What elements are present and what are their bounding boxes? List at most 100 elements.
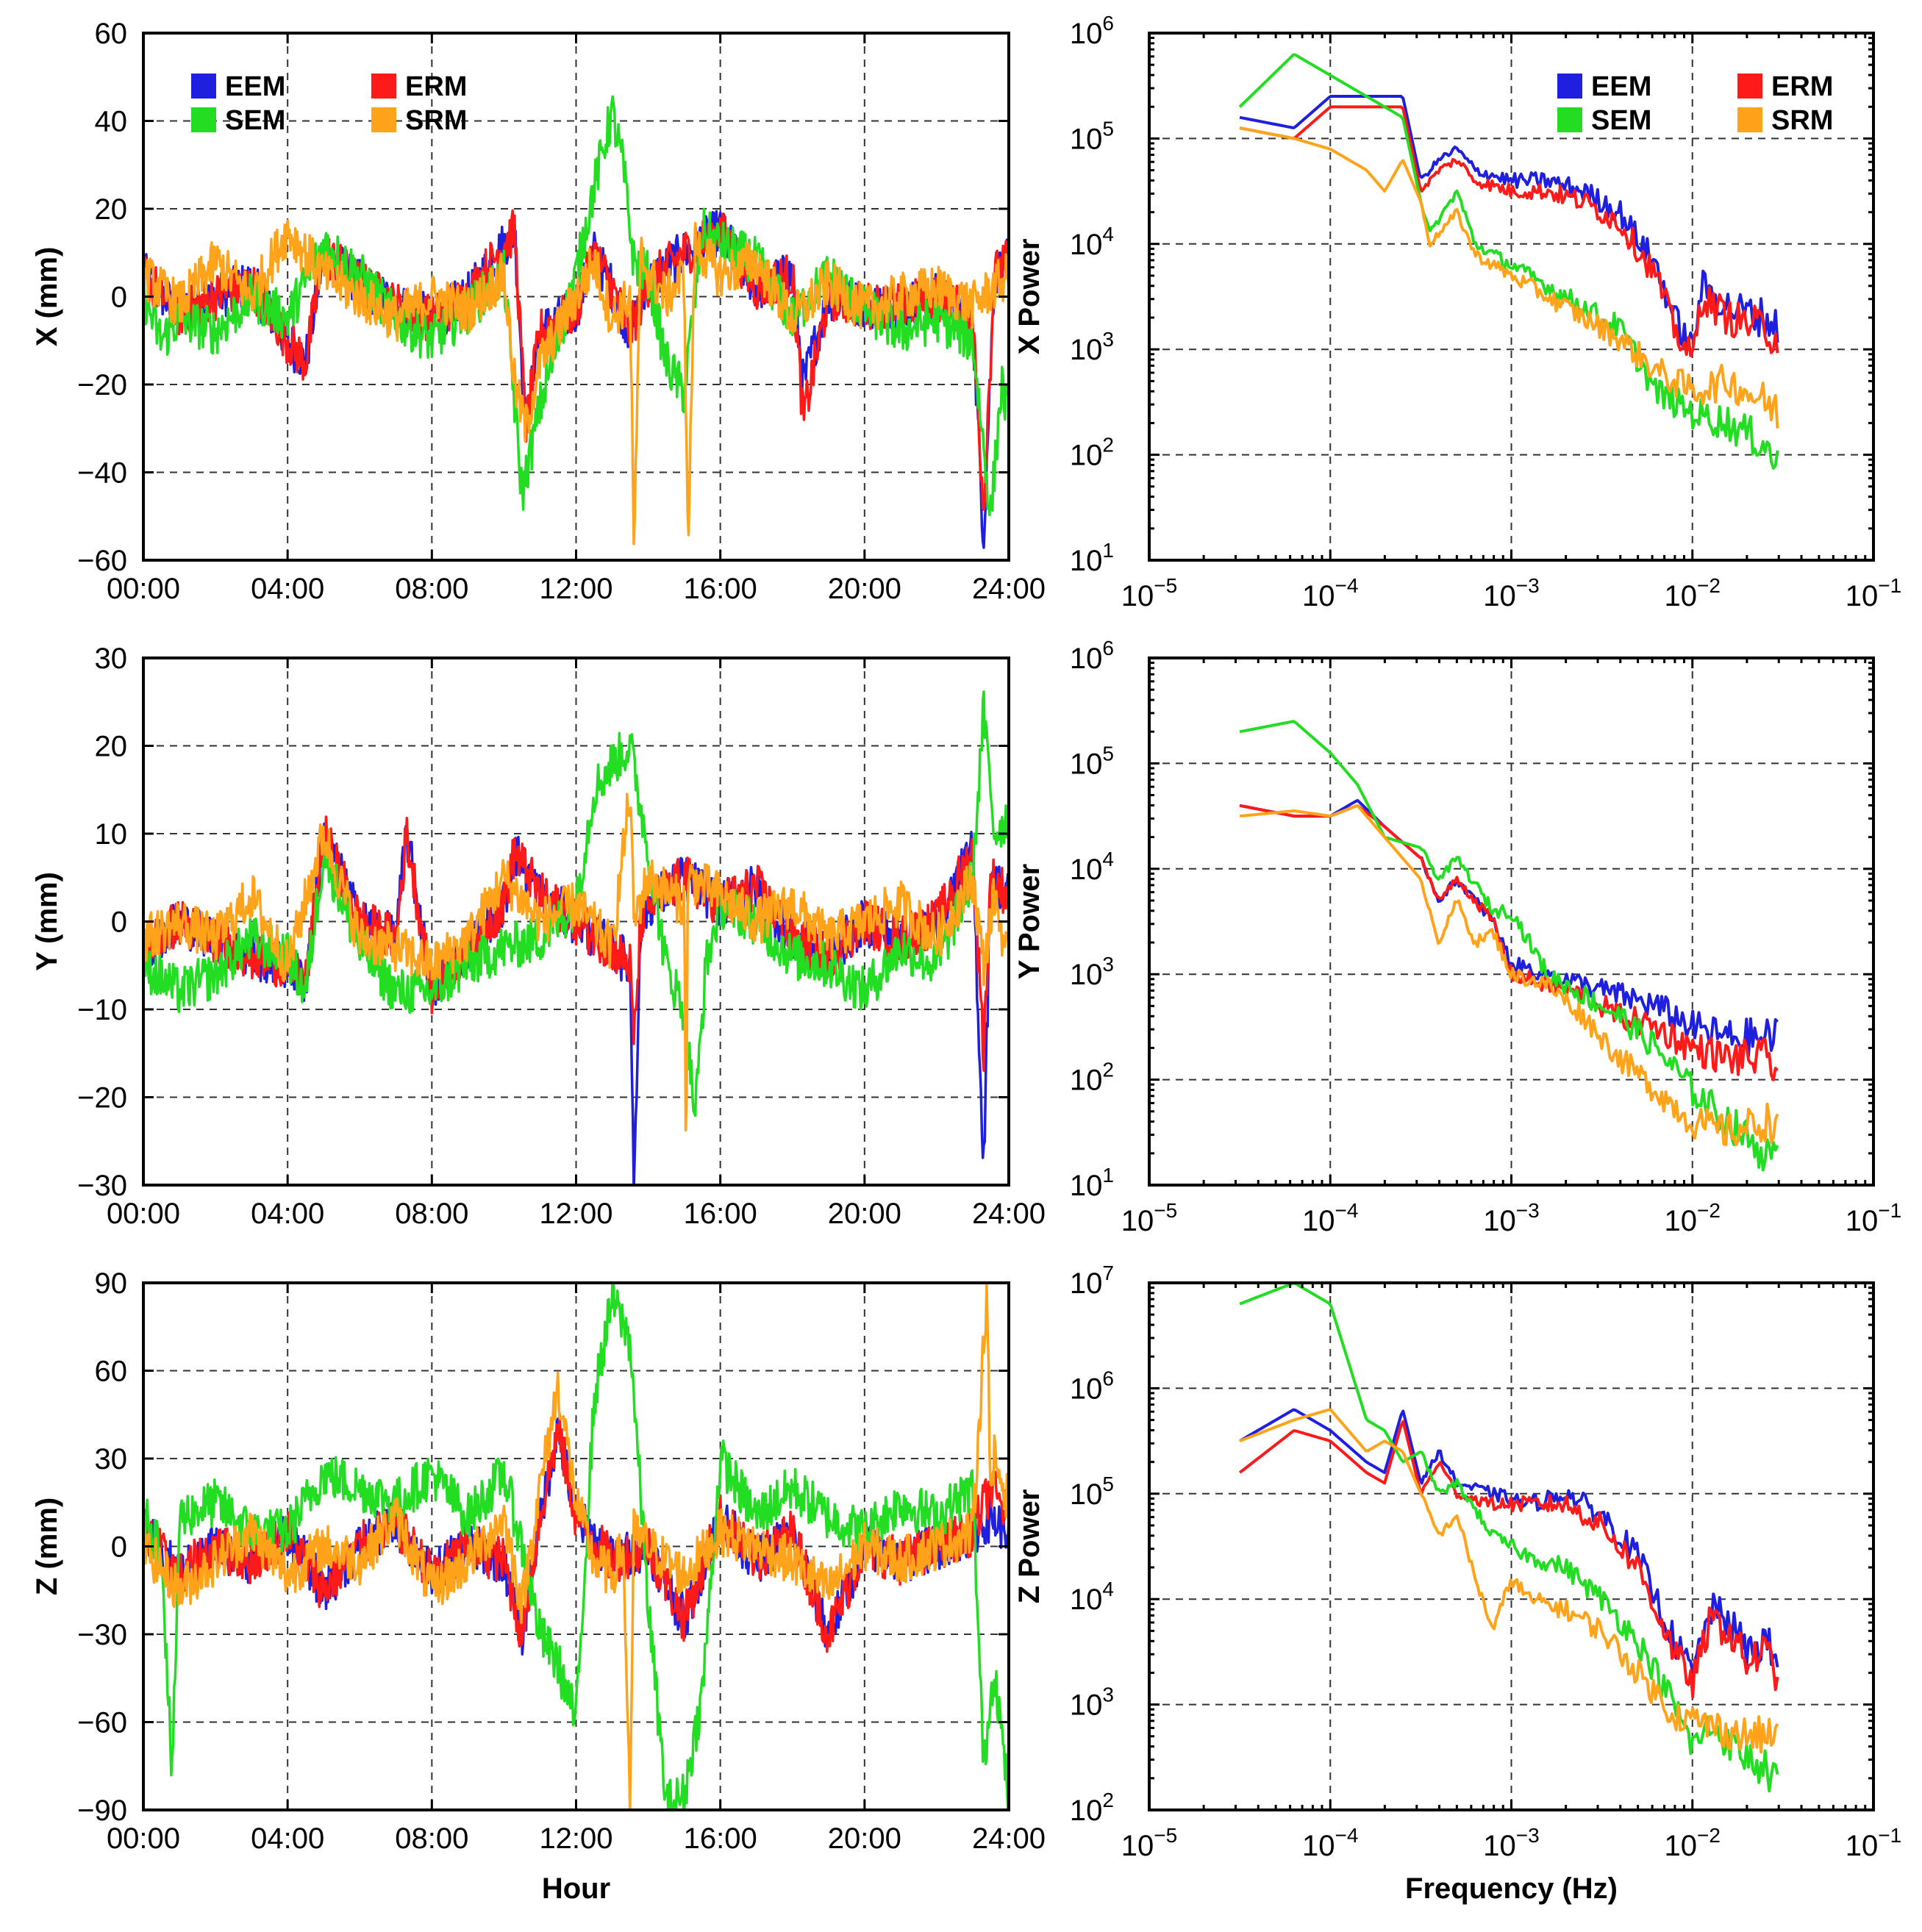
- y-tick-label: 0: [111, 1531, 127, 1564]
- x-tick-label: 08:00: [395, 573, 468, 605]
- x-tick-label: 10−1: [1846, 1199, 1901, 1237]
- y-tick-label: 60: [95, 18, 128, 50]
- x-tick-label: 24:00: [972, 573, 1046, 605]
- x-tick-label: 12:00: [539, 1198, 612, 1230]
- series-srm-line: [1239, 804, 1779, 1147]
- series-srm-line: [1239, 126, 1779, 429]
- x-tick-label: 10−3: [1483, 574, 1539, 612]
- y-tick-label: −60: [77, 545, 127, 577]
- y-tick-label: −90: [77, 1795, 127, 1827]
- x-time-legend: EEM ERM SEM SRM: [191, 71, 467, 136]
- y-power-y-axis-label: Y Power: [1013, 864, 1046, 979]
- x-tick-label: 04:00: [251, 573, 324, 605]
- y-tick-label: 106: [1070, 12, 1114, 50]
- z-time-x-ticks: 00:00 04:00 08:00 12:00 16:00 20:00 24:00: [107, 1283, 1046, 1855]
- y-power-y-ticks: 101 102 103 104 105 106: [1070, 637, 1873, 1202]
- x-tick-label: 24:00: [972, 1198, 1046, 1230]
- x-tick-label: 12:00: [539, 573, 612, 605]
- y-tick-label: 101: [1070, 539, 1114, 577]
- x-tick-label: 10−1: [1846, 574, 1901, 612]
- x-tick-label: 24:00: [972, 1822, 1046, 1855]
- series-erm-line: [1239, 105, 1779, 357]
- y-tick-label: −30: [77, 1170, 127, 1202]
- x-tick-label: 00:00: [107, 573, 180, 605]
- x-tick-label: 16:00: [684, 573, 757, 605]
- legend-swatch-erm: [371, 74, 396, 99]
- y-tick-label: 30: [95, 1443, 128, 1475]
- x-tick-label: 10−5: [1121, 1199, 1177, 1237]
- y-tick-label: −20: [77, 1082, 127, 1115]
- y-time-y-ticks: −30 −20 −10 0 10 20 30: [77, 643, 1009, 1202]
- x-time-y-ticks: −60 −40 −20 0 20 40 60: [77, 18, 1009, 577]
- y-tick-label: 107: [1070, 1262, 1114, 1300]
- series-srm-line: [143, 219, 1009, 545]
- legend-swatch-sem: [1557, 107, 1582, 132]
- x-power-frame: [1148, 32, 1875, 562]
- legend-swatch-srm: [371, 107, 396, 132]
- y-tick-label: 105: [1070, 117, 1114, 155]
- y-tick-label: 30: [95, 643, 128, 675]
- series-erm-line: [1238, 1420, 1779, 1699]
- series-sem-line: [1238, 53, 1779, 470]
- x-time-series: [143, 95, 1009, 549]
- legend-label-eem: EEM: [225, 71, 285, 102]
- y-power-frame: [1148, 656, 1875, 1187]
- y-tick-label: −10: [77, 994, 127, 1026]
- y-tick-label: 104: [1070, 848, 1114, 886]
- x-tick-label: 12:00: [539, 1822, 612, 1855]
- z-power-series: [1238, 1283, 1779, 1793]
- x-tick-label: 16:00: [684, 1198, 757, 1230]
- series-eem-line: [1239, 95, 1779, 351]
- x-tick-label: 04:00: [251, 1822, 324, 1855]
- series-erm-line: [1239, 804, 1779, 1081]
- x-power-series: [1238, 53, 1779, 470]
- x-tick-label: 20:00: [828, 573, 901, 605]
- y-time-panel: 00:00 04:00 08:00 12:00 16:00 20:00 24:00 −30 −2…: [31, 643, 1046, 1230]
- legend-label-sem: SEM: [1591, 105, 1651, 136]
- y-tick-label: 103: [1070, 328, 1114, 366]
- y-tick-label: 102: [1070, 1059, 1114, 1097]
- x-tick-label: 10−5: [1121, 1824, 1177, 1862]
- y-time-y-axis-label: Y (mm): [31, 872, 63, 971]
- y-tick-label: 90: [95, 1267, 128, 1300]
- y-tick-label: −30: [77, 1619, 127, 1651]
- y-tick-label: 106: [1070, 637, 1114, 675]
- y-tick-label: 103: [1070, 953, 1114, 991]
- x-power-panel: 10−5 10−4 10−3 10−2 10−1 101 102 103 104 105 106 X …: [1013, 12, 1901, 612]
- x-power-y-ticks: 101 102 103 104 105 106: [1070, 12, 1873, 577]
- legend-label-erm: ERM: [405, 71, 467, 102]
- legend-label-srm: SRM: [405, 105, 467, 136]
- legend-label-eem: EEM: [1591, 71, 1651, 102]
- legend-swatch-eem: [1557, 74, 1582, 99]
- y-tick-label: −40: [77, 457, 127, 490]
- y-power-panel: 10−5 10−4 10−3 10−2 10−1 101 102 103 104 105 106 Y …: [1013, 637, 1901, 1237]
- z-power-panel: 10−5 10−4 10−3 10−2 10−1 102 103 104 105 106 107 Z …: [1013, 1262, 1901, 1905]
- legend-swatch-eem: [191, 74, 216, 99]
- y-tick-label: 106: [1070, 1367, 1114, 1405]
- y-power-series: [1239, 720, 1779, 1172]
- z-time-x-axis-label: Hour: [542, 1872, 610, 1905]
- y-tick-label: 105: [1070, 1473, 1114, 1511]
- x-tick-label: 10−2: [1665, 1199, 1721, 1237]
- legend-label-srm: SRM: [1771, 105, 1833, 136]
- z-time-y-ticks: −90 −60 −30 0 30 60 90: [77, 1267, 1009, 1827]
- series-srm-line: [143, 793, 1009, 1132]
- series-sem-line: [1239, 720, 1779, 1172]
- x-tick-label: 10−4: [1302, 574, 1358, 612]
- x-tick-label: 00:00: [107, 1198, 180, 1230]
- y-tick-label: 104: [1070, 223, 1114, 261]
- legend-swatch-sem: [191, 107, 216, 132]
- z-power-x-ticks: 10−5 10−4 10−3 10−2 10−1: [1121, 1283, 1901, 1862]
- y-tick-label: 102: [1070, 434, 1114, 472]
- x-tick-label: 10−4: [1302, 1199, 1358, 1237]
- x-tick-label: 20:00: [828, 1198, 901, 1230]
- y-tick-label: 10: [95, 818, 128, 851]
- x-tick-label: 10−1: [1846, 1824, 1901, 1862]
- y-time-x-ticks: 00:00 04:00 08:00 12:00 16:00 20:00 24:00: [107, 658, 1046, 1230]
- x-tick-label: 16:00: [684, 1822, 757, 1855]
- series-eem-line: [1239, 1408, 1779, 1675]
- series-srm-line: [143, 1283, 1009, 1810]
- x-tick-label: 10−3: [1483, 1199, 1539, 1237]
- y-tick-label: −60: [77, 1707, 127, 1739]
